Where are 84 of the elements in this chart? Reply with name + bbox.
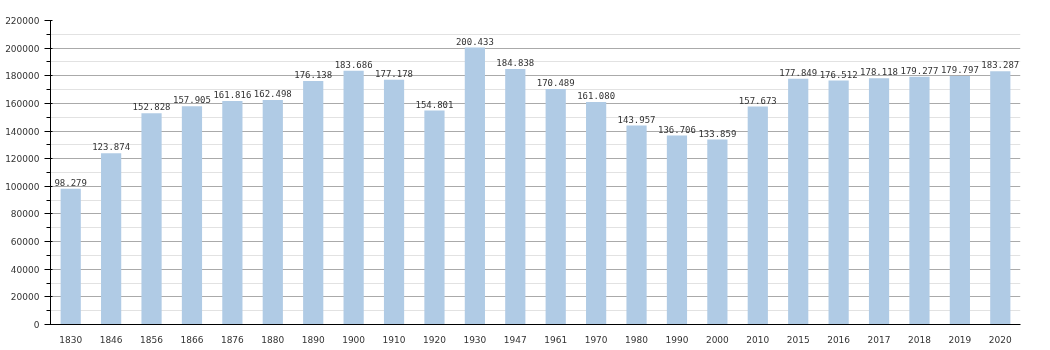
y-tick-label: 180000 xyxy=(5,71,40,82)
y-tick-label: 20000 xyxy=(10,292,40,303)
data-label: 157.905 xyxy=(172,95,211,106)
bar xyxy=(181,106,203,325)
bar xyxy=(949,76,970,325)
data-label: 157.673 xyxy=(738,95,777,106)
x-tick-label: 1961 xyxy=(544,334,568,345)
bar xyxy=(222,100,243,325)
bar xyxy=(909,76,930,325)
bar xyxy=(505,69,526,325)
x-tick-label: 2017 xyxy=(867,334,891,345)
bar xyxy=(747,106,768,325)
y-tick-label: 0 xyxy=(33,320,40,330)
x-tick-label: 1900 xyxy=(342,334,366,345)
data-label: 123.874 xyxy=(92,142,131,153)
bar xyxy=(868,78,890,325)
x-tick-label: 1830 xyxy=(59,334,83,345)
data-label: 161.080 xyxy=(577,90,616,101)
data-label: 170.489 xyxy=(536,77,575,88)
x-tick-label: 1876 xyxy=(220,334,245,345)
bar xyxy=(141,113,162,325)
data-label: 176.512 xyxy=(819,69,858,80)
data-label: 179.797 xyxy=(940,65,979,76)
y-tick-label: 40000 xyxy=(10,264,40,275)
data-label: 162.498 xyxy=(253,88,292,99)
y-tick-label: 80000 xyxy=(10,209,40,220)
bar xyxy=(343,70,364,325)
data-label: 152.828 xyxy=(132,102,171,113)
x-tick-label: 2015 xyxy=(786,334,810,345)
bar xyxy=(828,80,849,325)
bar xyxy=(262,99,283,325)
data-label: 183.686 xyxy=(334,59,373,70)
data-label: 161.816 xyxy=(213,89,252,100)
x-tick-label: 1920 xyxy=(423,334,447,345)
data-label: 133.859 xyxy=(698,128,737,139)
x-tick-label: 1910 xyxy=(382,334,406,345)
data-label: 176.138 xyxy=(294,70,333,81)
x-tick-label: 2010 xyxy=(746,334,770,345)
y-tick-label: 220000 xyxy=(5,16,40,26)
bar xyxy=(303,81,324,325)
data-label: 183.287 xyxy=(981,60,1020,71)
x-tick-label: 1947 xyxy=(503,334,527,345)
x-tick-label: 2018 xyxy=(908,334,932,345)
data-label: 178.118 xyxy=(860,67,899,78)
data-label: 143.957 xyxy=(617,114,656,125)
x-tick-label: 1980 xyxy=(625,334,649,345)
x-tick-label: 2000 xyxy=(705,334,730,345)
data-label: 184.838 xyxy=(496,58,535,69)
y-tick-label: 140000 xyxy=(5,126,40,137)
bar xyxy=(586,101,607,325)
bar xyxy=(666,135,688,325)
x-tick-label: 2019 xyxy=(948,334,972,345)
y-tick-label: 200000 xyxy=(5,43,40,54)
x-tick-label: 2020 xyxy=(988,334,1013,345)
bar xyxy=(60,188,81,325)
bar xyxy=(424,110,445,325)
data-label: 200.433 xyxy=(455,36,494,47)
data-label: 179.277 xyxy=(900,65,939,76)
bar xyxy=(788,78,809,325)
bar xyxy=(545,88,566,325)
x-tick-label: 1990 xyxy=(665,334,689,345)
data-label: 98.279 xyxy=(54,177,87,188)
bar xyxy=(101,153,122,325)
y-tick-label: 120000 xyxy=(5,154,40,165)
x-tick-label: 1890 xyxy=(301,334,325,345)
x-tick-label: 1866 xyxy=(180,334,204,345)
x-tick-label: 1930 xyxy=(463,334,487,345)
x-tick-label: 1856 xyxy=(140,334,164,345)
data-label: 177.178 xyxy=(375,68,414,79)
data-label: 177.849 xyxy=(779,67,818,78)
bar xyxy=(383,79,405,325)
bar xyxy=(990,71,1011,325)
bar xyxy=(626,125,647,325)
x-tick-label: 1846 xyxy=(99,334,123,345)
y-tick-label: 160000 xyxy=(5,98,40,109)
y-tick-label: 100000 xyxy=(5,181,40,192)
y-tick-label: 60000 xyxy=(10,237,40,248)
x-tick-label: 1970 xyxy=(584,334,608,345)
x-tick-label: 1880 xyxy=(261,334,285,345)
data-label: 154.801 xyxy=(415,99,454,110)
x-tick-label: 2016 xyxy=(827,334,851,345)
bar xyxy=(464,47,485,325)
bar xyxy=(707,139,728,325)
data-label: 136.706 xyxy=(657,124,696,135)
